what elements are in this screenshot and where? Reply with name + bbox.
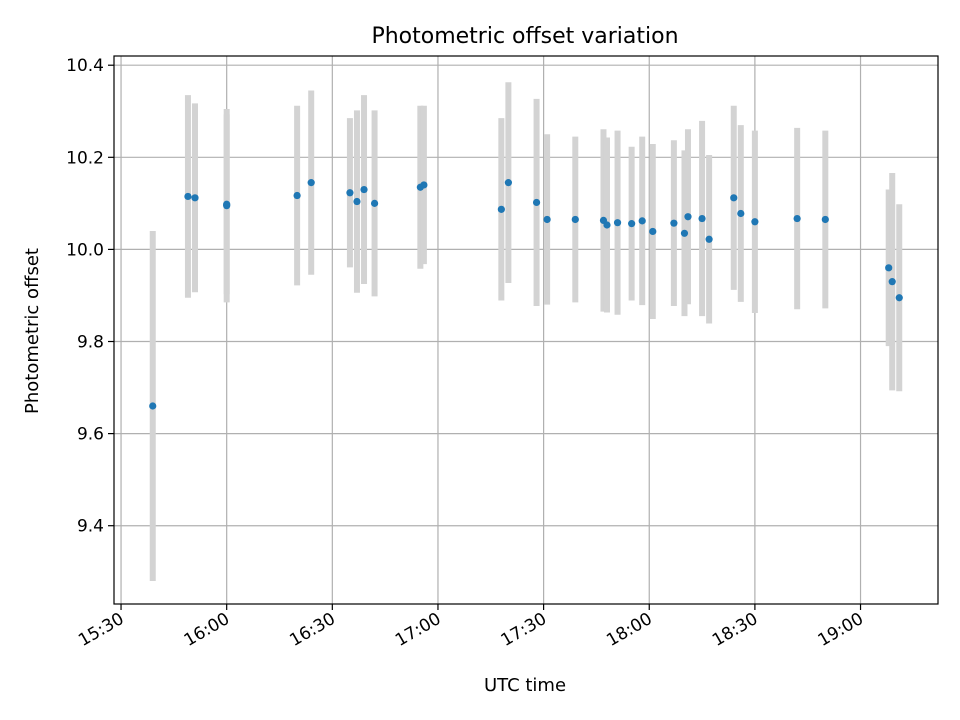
markers (149, 179, 903, 410)
plot-frame (113, 55, 939, 605)
data-point (698, 214, 706, 223)
x-axis-label: UTC time (484, 675, 566, 696)
chart-title: Photometric offset variation (371, 24, 678, 49)
data-point (532, 198, 541, 207)
data-point (684, 213, 692, 221)
data-point (680, 229, 689, 237)
data-point (638, 217, 646, 225)
data-point (293, 191, 301, 200)
data-point (420, 181, 428, 189)
data-point (613, 219, 622, 227)
data-point (793, 214, 801, 223)
data-point (191, 194, 199, 202)
data-point (603, 221, 611, 229)
data-point (705, 235, 713, 243)
y-tick-label: 10.2 (66, 148, 104, 168)
data-point (888, 278, 896, 286)
data-point (353, 197, 361, 206)
data-point (346, 189, 354, 197)
data-point (360, 185, 368, 194)
y-axis-label: Photometric offset (22, 248, 43, 414)
data-point (149, 402, 157, 410)
y-tick-label: 10.4 (66, 56, 104, 76)
data-point (504, 179, 512, 187)
data-point (571, 215, 579, 224)
y-tick-label: 9.8 (77, 333, 104, 353)
data-point (885, 264, 893, 272)
data-point (223, 200, 231, 208)
y-tick-label: 9.4 (77, 517, 104, 537)
data-point (307, 179, 315, 187)
data-point (370, 199, 379, 207)
data-point (751, 218, 759, 226)
data-point (895, 294, 903, 302)
data-point (184, 192, 192, 201)
data-point (543, 215, 551, 224)
data-point (670, 219, 678, 227)
data-point (649, 227, 657, 236)
data-point (737, 209, 745, 218)
y-tick-label: 9.6 (77, 425, 104, 445)
data-point (730, 194, 738, 202)
grid (114, 56, 938, 604)
y-tick-label: 10.0 (66, 240, 104, 260)
data-point (497, 205, 505, 213)
data-point (821, 215, 829, 224)
y-axis: 9.4 9.6 9.8 10.0 10.2 10.4 (66, 56, 114, 537)
data-point (628, 220, 636, 228)
